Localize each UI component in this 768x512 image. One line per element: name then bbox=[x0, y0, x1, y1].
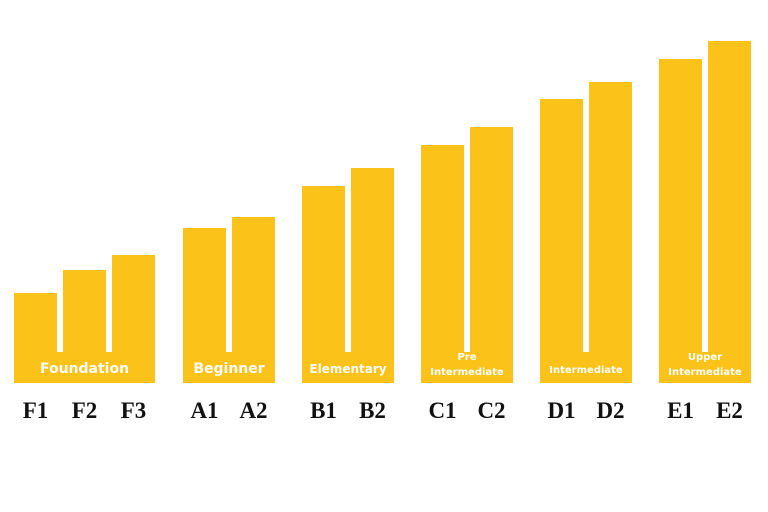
group-band bbox=[302, 352, 394, 383]
bar bbox=[540, 99, 583, 383]
bar-label: A2 bbox=[239, 398, 267, 423]
bar-label: B2 bbox=[359, 398, 386, 423]
group-band bbox=[421, 352, 513, 383]
bar-label: C1 bbox=[428, 398, 456, 423]
group-label: Pre bbox=[457, 352, 476, 363]
group-label: Upper bbox=[688, 352, 722, 363]
group-label: Beginner bbox=[193, 361, 264, 377]
group-label: Elementary bbox=[309, 362, 386, 376]
group-label: Intermediate bbox=[430, 367, 504, 378]
bar-label: F2 bbox=[72, 398, 98, 423]
bar bbox=[421, 145, 464, 383]
bar-label: F3 bbox=[121, 398, 147, 423]
bar-label: B1 bbox=[310, 398, 337, 423]
bar-label: C2 bbox=[477, 398, 505, 423]
bar bbox=[659, 59, 702, 383]
bar bbox=[470, 127, 513, 383]
group-band bbox=[183, 352, 275, 383]
group-label: Intermediate bbox=[668, 367, 742, 378]
group-band bbox=[659, 352, 751, 383]
group-label: Intermediate bbox=[549, 365, 623, 376]
bar-label: D1 bbox=[547, 398, 575, 423]
group-band bbox=[14, 352, 155, 383]
bar-label: E1 bbox=[667, 398, 694, 423]
bar bbox=[351, 168, 394, 383]
bar bbox=[302, 186, 345, 383]
group-label: Foundation bbox=[40, 361, 129, 377]
bar-label: D2 bbox=[596, 398, 624, 423]
bar-label: A1 bbox=[190, 398, 218, 423]
bar-label: E2 bbox=[716, 398, 743, 423]
bar bbox=[708, 41, 751, 383]
bar-label: F1 bbox=[23, 398, 49, 423]
bar bbox=[589, 82, 632, 383]
group-band bbox=[540, 352, 632, 383]
